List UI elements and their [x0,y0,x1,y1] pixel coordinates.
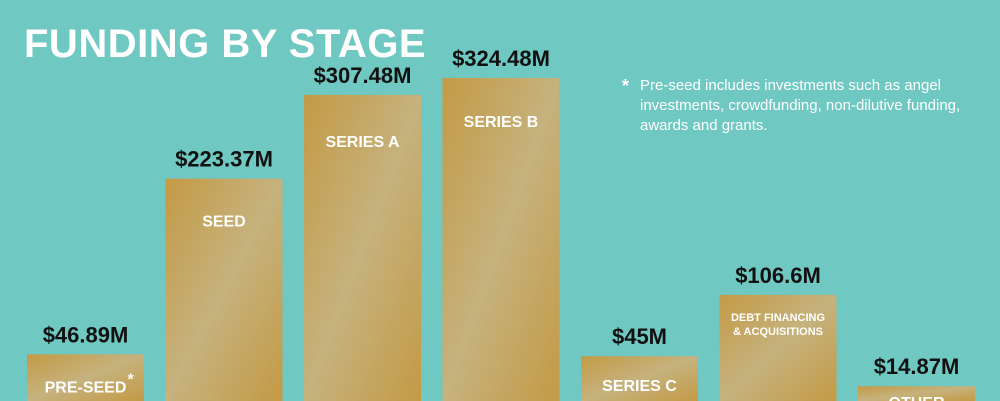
value-label-1: $223.37M [175,147,273,172]
footnote-asterisk: * [622,76,630,96]
category-label-5: DEBT FINANCING & ACQUISITIONS [731,312,825,338]
bar-5 [719,294,837,401]
value-label-3: $324.48M [452,46,550,71]
value-label-0: $46.89M [43,322,129,347]
chart-title: FUNDING BY STAGE [24,22,427,66]
category-label-4: SERIES C [602,378,677,395]
footnote-text: Pre-seed includes investments such as an… [640,77,961,134]
bar-0 [27,354,144,401]
bar-4 [581,356,698,401]
footnote: * Pre-seed includes investments such as … [622,76,982,136]
value-label-6: $14.87M [874,354,960,379]
value-label-5: $106.6M [735,263,821,288]
category-label-2: SERIES A [325,134,400,151]
value-label-2: $307.48M [314,63,412,88]
category-label-0: PRE-SEED [45,379,127,396]
category-label-6: OTHER [889,395,945,401]
value-label-4: $45M [612,324,667,349]
bar-2 [304,94,421,401]
category-label-1: SEED [202,214,246,231]
bar-1 [165,178,283,401]
bar-6 [858,386,975,401]
bar-3 [442,77,560,401]
category-label-3: SERIES B [464,114,539,131]
pre-seed-asterisk: * [128,371,135,388]
